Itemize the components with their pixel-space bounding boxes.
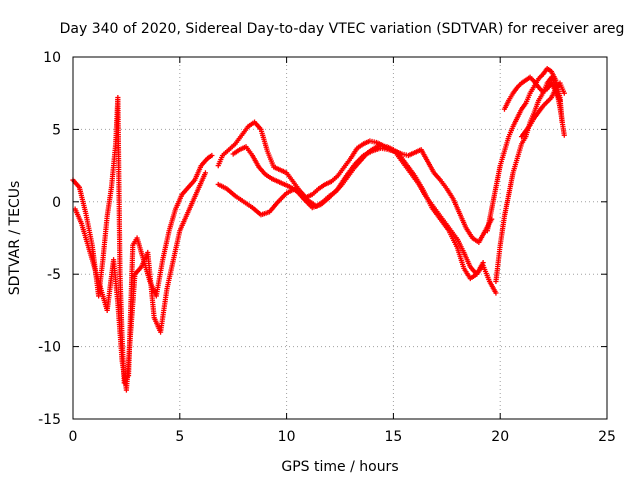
series-5 xyxy=(230,142,486,277)
chart-title: Day 340 of 2020, Sidereal Day-to-day VTE… xyxy=(60,21,625,37)
data-point xyxy=(480,260,486,266)
y-tick-label: 5 xyxy=(52,122,61,138)
series-1 xyxy=(70,94,215,386)
series-7 xyxy=(493,74,567,285)
plot-frame xyxy=(72,56,608,420)
y-tick-label: -10 xyxy=(38,340,61,356)
x-tick-label: 15 xyxy=(384,429,402,445)
series-9 xyxy=(518,80,567,140)
data-point xyxy=(209,152,215,159)
series-3 xyxy=(215,119,495,245)
y-tick-label: 0 xyxy=(52,195,61,211)
x-tick-label: 5 xyxy=(175,429,184,445)
data-point xyxy=(493,290,499,296)
x-tick-label: 10 xyxy=(278,429,296,445)
x-tick-label: 0 xyxy=(69,429,78,445)
y-axis-label: SDTVAR / TECUs xyxy=(7,181,23,296)
data-points xyxy=(70,65,567,393)
x-tick-label: 20 xyxy=(491,429,509,445)
y-tick-label: -5 xyxy=(47,267,61,283)
data-point xyxy=(561,90,567,96)
y-tick-label: 10 xyxy=(43,50,61,66)
data-point xyxy=(561,132,567,138)
x-axis-label: GPS time / hours xyxy=(281,459,398,475)
y-tick-label: -15 xyxy=(38,412,61,428)
series-2 xyxy=(72,170,209,393)
grid xyxy=(73,57,607,419)
data-point xyxy=(557,97,563,104)
data-point xyxy=(202,170,209,176)
x-tick-label: 25 xyxy=(598,429,616,445)
